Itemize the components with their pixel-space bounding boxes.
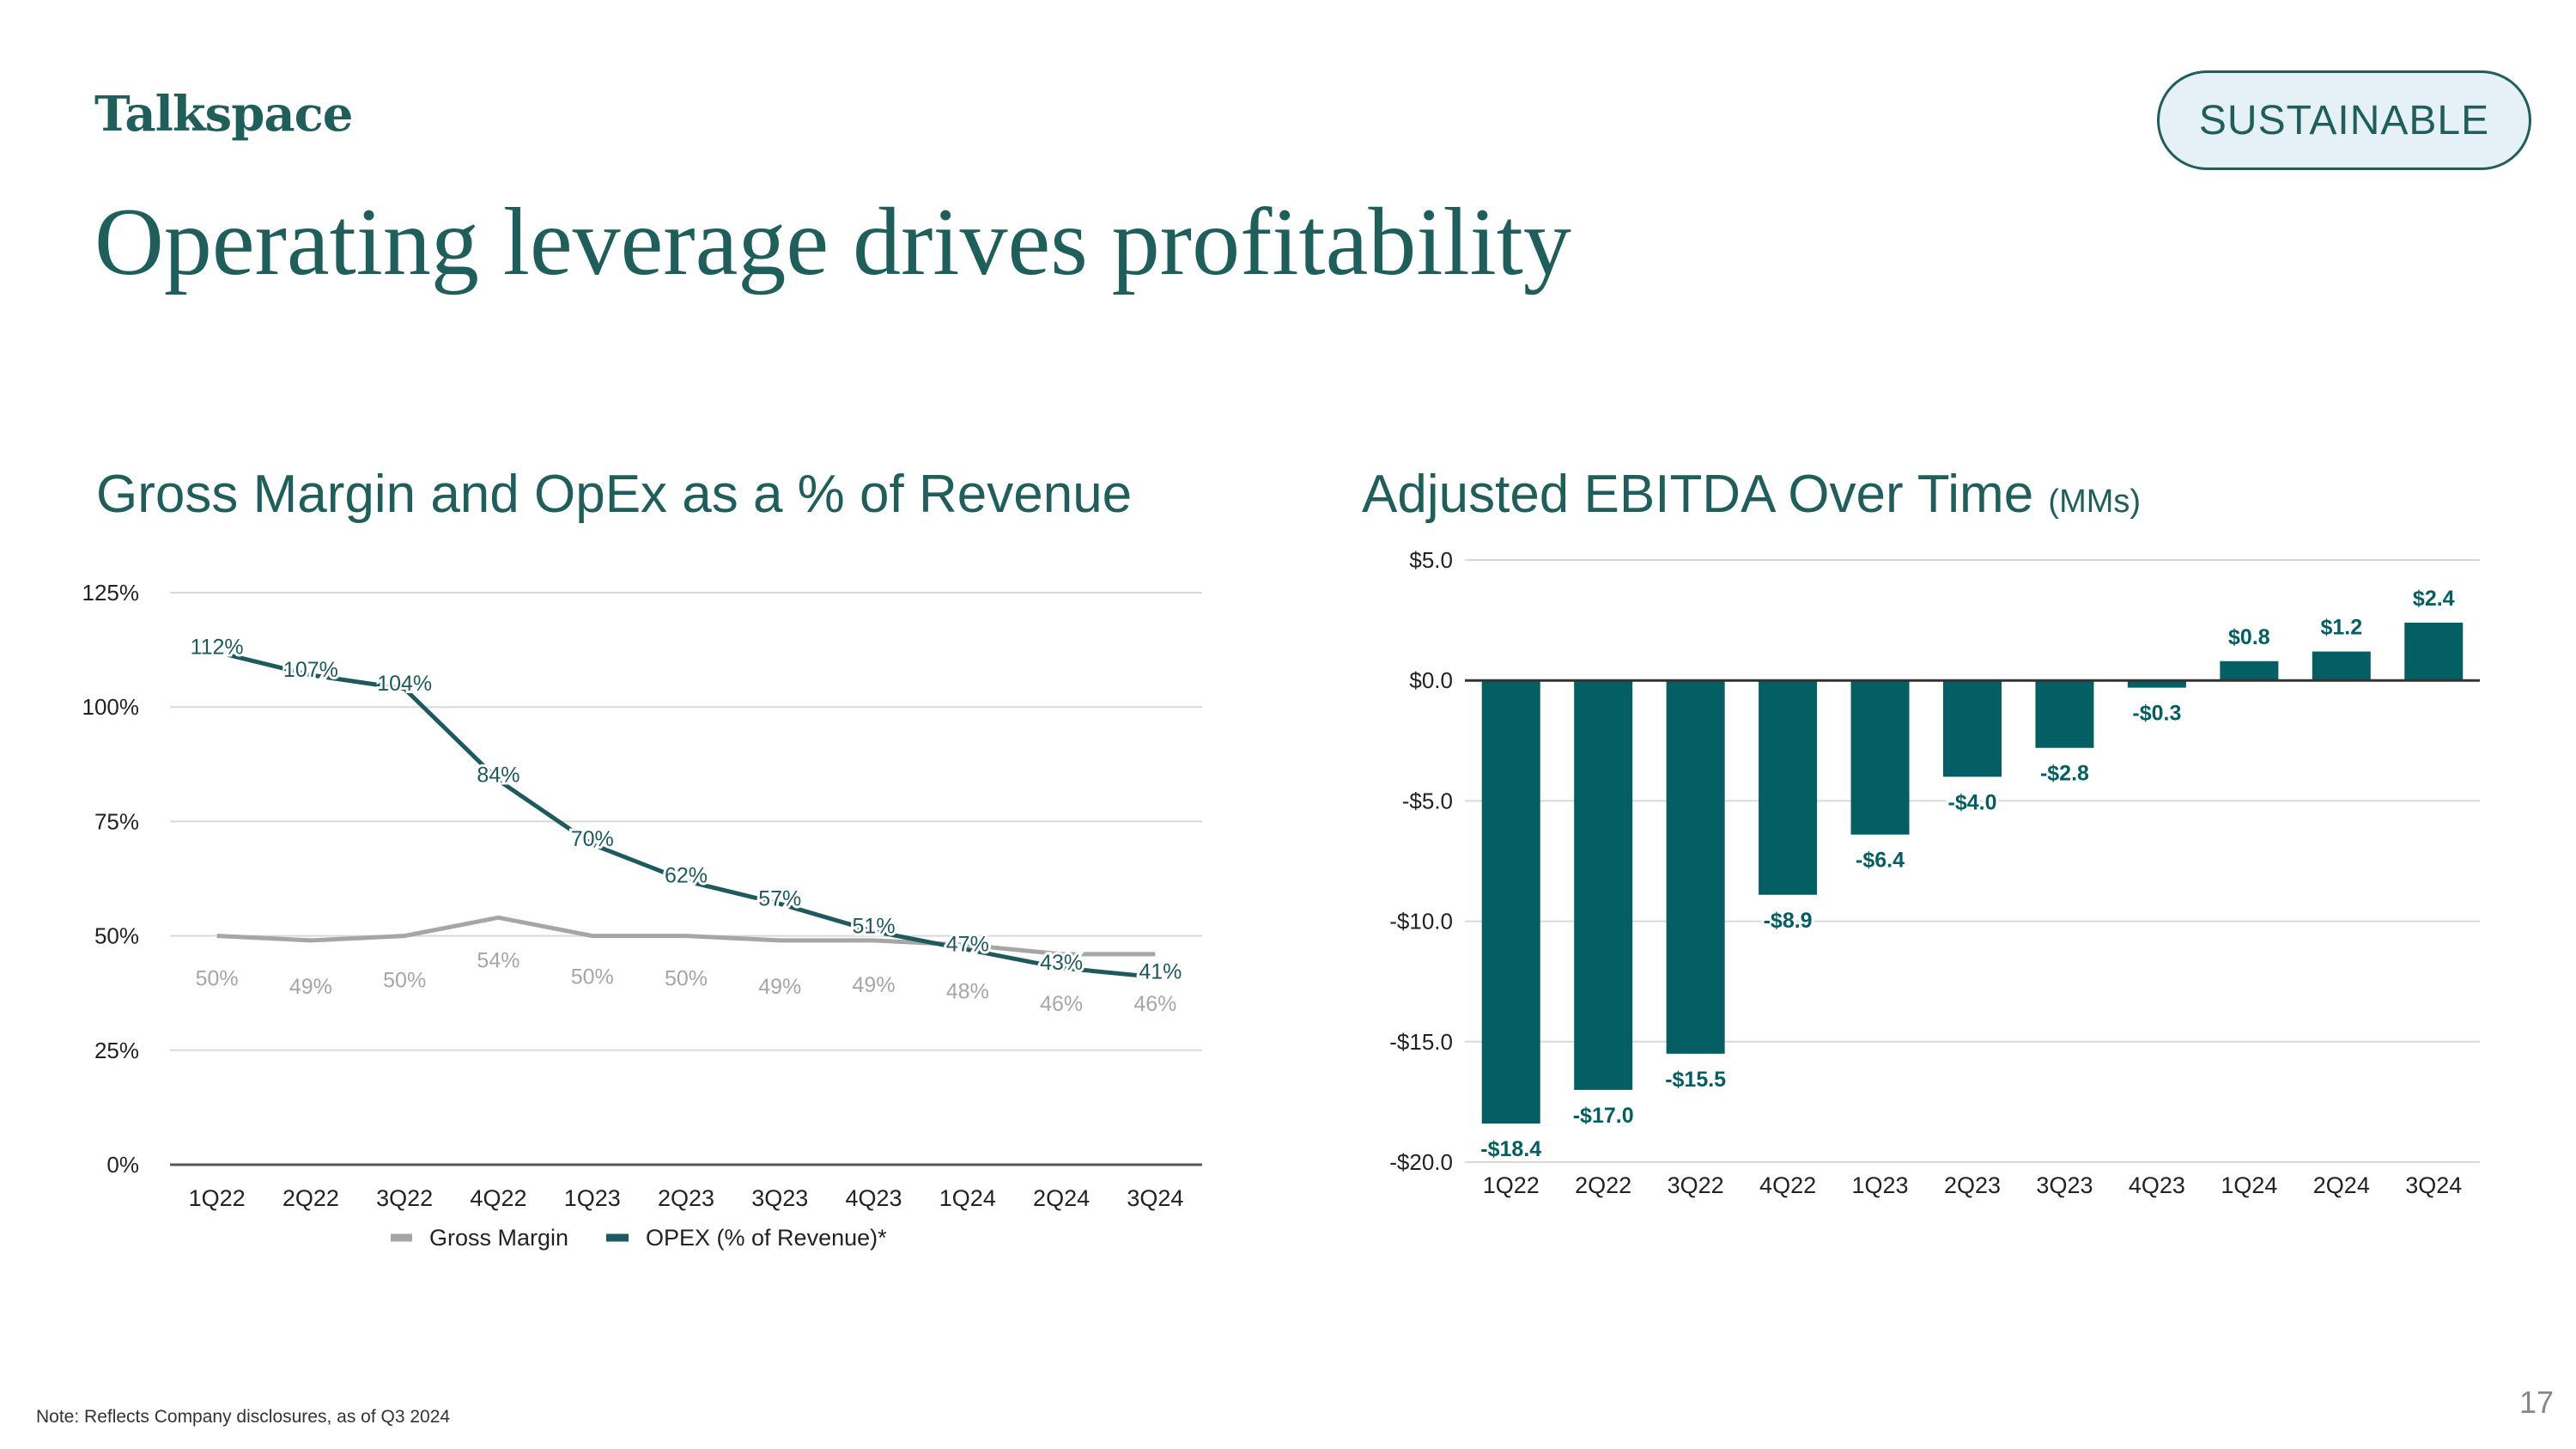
x-tick-label: 3Q22 [1668,1172,1724,1198]
ebitda-data-label: -$17.0 [1573,1104,1634,1128]
opex-data-label: 51% [853,914,896,938]
x-tick-label: 2Q22 [283,1185,339,1211]
ebitda-data-label: $0.8 [2228,625,2270,649]
opex-data-label: 57% [758,886,801,910]
ebitda-bar [1850,680,1910,835]
x-tick-label: 2Q24 [2313,1172,2370,1198]
x-tick-label: 2Q23 [1944,1172,2001,1198]
gross-margin-line [216,915,1156,957]
ebitda-bar [2404,622,2464,681]
page-number: 17 [2518,1385,2554,1420]
y-tick-label: $0.0 [1409,667,1453,693]
footnote: Note: Reflects Company disclosures, as o… [36,1407,451,1427]
y-tick-label: -$20.0 [1389,1149,1453,1175]
y-tick-label: 75% [94,808,139,834]
ebitda-bar [1481,680,1540,1124]
ebitda-data-label: -$8.9 [1764,909,1813,933]
gross-margin-data-label: 49% [289,975,332,999]
ebitda-data-label: -$0.3 [2132,702,2181,726]
gross-margin-data-label: 50% [571,965,614,989]
x-tick-label: 1Q23 [564,1185,621,1211]
y-tick-label: 25% [94,1038,139,1063]
ebitda-bar [2035,680,2094,748]
ebitda-bar [1759,680,1818,895]
page-title: Operating leverage drives profitability [94,189,1571,295]
gross-margin-data-label: 49% [758,975,801,999]
x-tick-label: 3Q23 [751,1185,808,1211]
ebitda-chart-title: Adjusted EBITDA Over Time [1362,465,2034,524]
talkspace-logo: Talkspace [94,86,353,143]
x-tick-label: 3Q22 [376,1185,433,1211]
opex-data-label: 104% [377,672,432,696]
opex-data-label: 107% [283,658,338,682]
y-tick-label: 50% [94,923,139,949]
x-tick-label: 3Q24 [1127,1185,1183,1211]
opex-data-label: 84% [477,763,519,787]
x-tick-label: 1Q23 [1852,1172,1909,1198]
gross-margin-data-label: 50% [196,967,239,991]
x-tick-label: 3Q24 [2405,1172,2462,1198]
ebitda-bar [1574,680,1633,1090]
y-tick-label: $5.0 [1409,547,1453,573]
ebitda-bar [1943,680,2002,777]
x-tick-label: 3Q23 [2036,1172,2093,1198]
opex-line [216,649,1156,980]
x-tick-label: 1Q24 [2221,1172,2277,1198]
x-tick-label: 1Q22 [189,1185,246,1211]
y-tick-label: -$10.0 [1389,909,1453,935]
y-tick-label: 100% [82,694,140,720]
opex-data-label: 70% [571,827,614,851]
ebitda-bar [2312,651,2371,681]
ebitda-data-label: -$2.8 [2040,762,2089,786]
gross-margin-data-label: 48% [946,979,989,1003]
ebitda-data-label: -$6.4 [1856,849,1905,873]
y-tick-label: -$5.0 [1402,788,1453,813]
y-tick-label: -$15.0 [1389,1029,1453,1055]
x-tick-label: 4Q23 [846,1185,902,1211]
x-tick-label: 2Q24 [1033,1185,1090,1211]
gross-margin-data-label: 49% [853,973,896,997]
gross-margin-data-label: 46% [1040,992,1083,1016]
opex-data-label: 62% [665,864,708,888]
y-tick-label: 125% [82,580,140,606]
ebitda-bar [2220,661,2279,681]
opex-data-label: 47% [946,933,989,957]
x-tick-label: 2Q22 [1575,1172,1631,1198]
x-tick-label: 1Q22 [1483,1172,1540,1198]
opex-data-label: 41% [1139,960,1182,984]
opex-data-label: 43% [1040,951,1083,975]
ebitda-data-label: -$15.5 [1665,1068,1726,1092]
legend-gross-margin-label: Gross Margin [429,1225,568,1251]
x-tick-label: 4Q23 [2129,1172,2185,1198]
sustainable-badge: SUSTAINABLE [2157,70,2531,170]
legend-opex-label: OPEX (% of Revenue)* [646,1225,887,1251]
ebitda-data-label: -$4.0 [1948,790,1997,814]
ebitda-chart-unit: (MMs) [2048,484,2142,520]
opex-data-label: 112% [191,635,244,659]
ebitda-data-label: $1.2 [2320,616,2362,640]
x-tick-label: 1Q24 [939,1185,996,1211]
gross-margin-chart-title: Gross Margin and OpEx as a % of Revenue [96,465,1133,524]
ebitda-data-label: $2.4 [2413,587,2455,611]
x-tick-label: 4Q22 [470,1185,526,1211]
ebitda-chart-title-block: Adjusted EBITDA Over Time (MMs) [1362,464,2141,525]
x-tick-label: 2Q23 [658,1185,714,1211]
gross-margin-data-label: 50% [665,967,708,991]
y-tick-label: 0% [106,1152,139,1178]
x-tick-label: 4Q22 [1759,1172,1816,1198]
gross-margin-data-label: 50% [383,969,426,993]
ebitda-data-label: -$18.4 [1480,1137,1541,1161]
ebitda-bar [2127,680,2186,688]
ebitda-bar [1666,680,1725,1054]
gross-margin-data-label: 46% [1133,992,1176,1016]
gross-margin-data-label: 54% [477,948,519,972]
